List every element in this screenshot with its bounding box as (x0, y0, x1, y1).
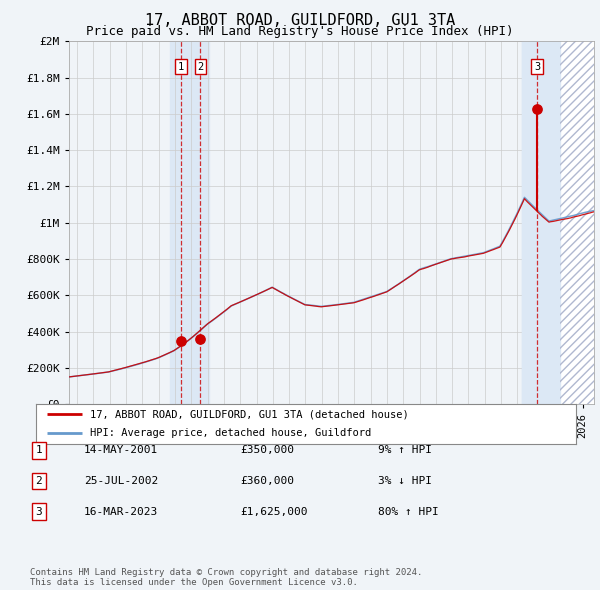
Text: Contains HM Land Registry data © Crown copyright and database right 2024.
This d: Contains HM Land Registry data © Crown c… (30, 568, 422, 587)
Text: 17, ABBOT ROAD, GUILDFORD, GU1 3TA: 17, ABBOT ROAD, GUILDFORD, GU1 3TA (145, 13, 455, 28)
Text: HPI: Average price, detached house, Guildford: HPI: Average price, detached house, Guil… (90, 428, 371, 438)
Text: 17, ABBOT ROAD, GUILDFORD, GU1 3TA (detached house): 17, ABBOT ROAD, GUILDFORD, GU1 3TA (deta… (90, 409, 409, 419)
Bar (522, 41, 594, 404)
Text: 3: 3 (534, 62, 540, 72)
Bar (560, 41, 594, 404)
Point (176, 336, 186, 345)
Bar (522, 41, 560, 404)
Text: 3: 3 (35, 507, 43, 516)
Text: 2: 2 (35, 476, 43, 486)
Text: 25-JUL-2002: 25-JUL-2002 (84, 476, 158, 486)
Text: £1,625,000: £1,625,000 (240, 507, 308, 516)
Text: £360,000: £360,000 (240, 476, 294, 486)
Text: £350,000: £350,000 (240, 445, 294, 455)
Text: 1: 1 (178, 62, 184, 72)
Text: 14-MAY-2001: 14-MAY-2001 (84, 445, 158, 455)
Point (532, 104, 542, 114)
Text: 9% ↑ HPI: 9% ↑ HPI (378, 445, 432, 455)
Point (196, 334, 205, 343)
Text: Price paid vs. HM Land Registry's House Price Index (HPI): Price paid vs. HM Land Registry's House … (86, 25, 514, 38)
Text: 16-MAR-2023: 16-MAR-2023 (84, 507, 158, 516)
Text: 1: 1 (35, 445, 43, 455)
Bar (560, 41, 594, 404)
Bar (170, 41, 209, 404)
Text: 3% ↓ HPI: 3% ↓ HPI (378, 476, 432, 486)
Text: 80% ↑ HPI: 80% ↑ HPI (378, 507, 439, 516)
Text: 2: 2 (197, 62, 203, 72)
